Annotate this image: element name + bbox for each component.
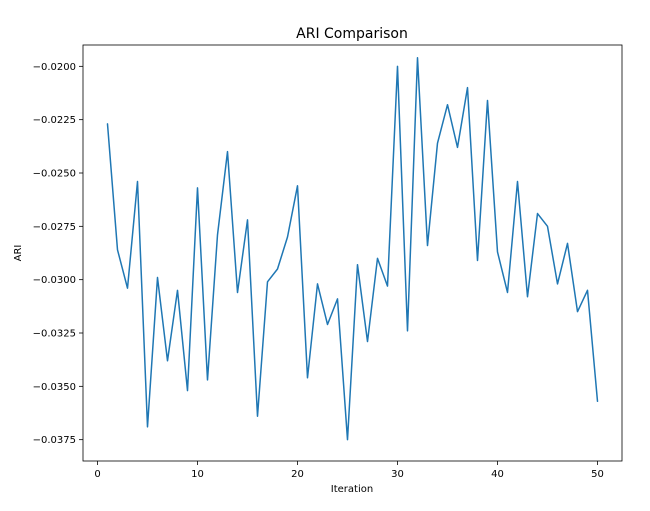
- y-tick-label: −0.0375: [33, 435, 76, 446]
- y-tick-label: −0.0275: [33, 222, 76, 233]
- x-axis: 0 10 20 30 40 50: [94, 461, 604, 480]
- y-tick-label: −0.0325: [33, 329, 76, 340]
- y-tick-label: −0.0200: [33, 62, 76, 73]
- y-axis: −0.0375 −0.0350 −0.0325 −0.0300 −0.0275 −0.02…: [33, 62, 83, 446]
- x-tick-label: 20: [291, 469, 304, 480]
- y-tick-label: −0.0250: [33, 169, 76, 180]
- x-tick-label: 10: [191, 469, 204, 480]
- y-tick-label: −0.0300: [33, 275, 76, 286]
- x-tick-label: 40: [491, 469, 504, 480]
- x-tick-label: 0: [94, 469, 100, 480]
- plot-frame: [82, 44, 623, 462]
- x-axis-label: Iteration: [331, 484, 373, 495]
- x-tick-label: 30: [391, 469, 404, 480]
- chart-title: ARI Comparison: [296, 26, 408, 42]
- y-tick-label: −0.0225: [33, 115, 76, 126]
- y-axis-label: ARI: [13, 245, 24, 262]
- series-line: [106, 57, 599, 441]
- x-tick-label: 50: [591, 469, 604, 480]
- y-tick-label: −0.0350: [33, 382, 76, 393]
